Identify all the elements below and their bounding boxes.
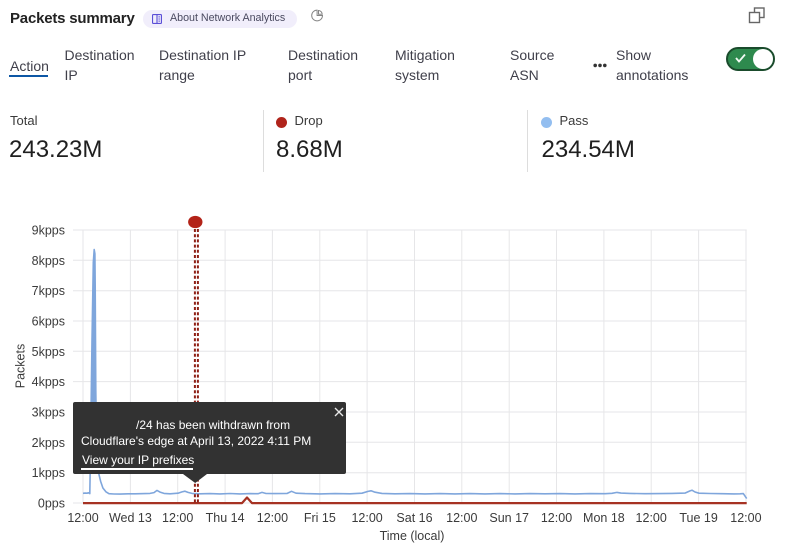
svg-text:Fri 15: Fri 15 (304, 511, 336, 525)
svg-text:12:00: 12:00 (730, 511, 761, 525)
svg-text:Thu 14: Thu 14 (206, 511, 245, 525)
svg-text:4kpps: 4kpps (32, 375, 65, 389)
svg-text:0pps: 0pps (38, 497, 65, 511)
svg-text:2kpps: 2kpps (32, 436, 65, 450)
svg-text:Tue 19: Tue 19 (679, 511, 718, 525)
svg-text:Wed 13: Wed 13 (109, 511, 152, 525)
svg-text:12:00: 12:00 (67, 511, 98, 525)
svg-text:9kpps: 9kpps (32, 224, 65, 238)
svg-text:12:00: 12:00 (446, 511, 477, 525)
svg-text:12:00: 12:00 (162, 511, 193, 525)
svg-text:1kpps: 1kpps (32, 466, 65, 480)
svg-text:Mon 18: Mon 18 (583, 511, 625, 525)
svg-text:12:00: 12:00 (636, 511, 667, 525)
svg-text:Sun 17: Sun 17 (489, 511, 529, 525)
svg-text:12:00: 12:00 (541, 511, 572, 525)
svg-text:Packets: Packets (14, 344, 28, 388)
svg-text:7kpps: 7kpps (32, 284, 65, 298)
svg-text:6kpps: 6kpps (32, 315, 65, 329)
svg-text:3kpps: 3kpps (32, 406, 65, 420)
svg-text:5kpps: 5kpps (32, 345, 65, 359)
svg-text:8kpps: 8kpps (32, 254, 65, 268)
svg-text:Time (local): Time (local) (380, 529, 445, 543)
svg-text:12:00: 12:00 (351, 511, 382, 525)
svg-text:12:00: 12:00 (257, 511, 288, 525)
svg-text:Sat 16: Sat 16 (396, 511, 432, 525)
